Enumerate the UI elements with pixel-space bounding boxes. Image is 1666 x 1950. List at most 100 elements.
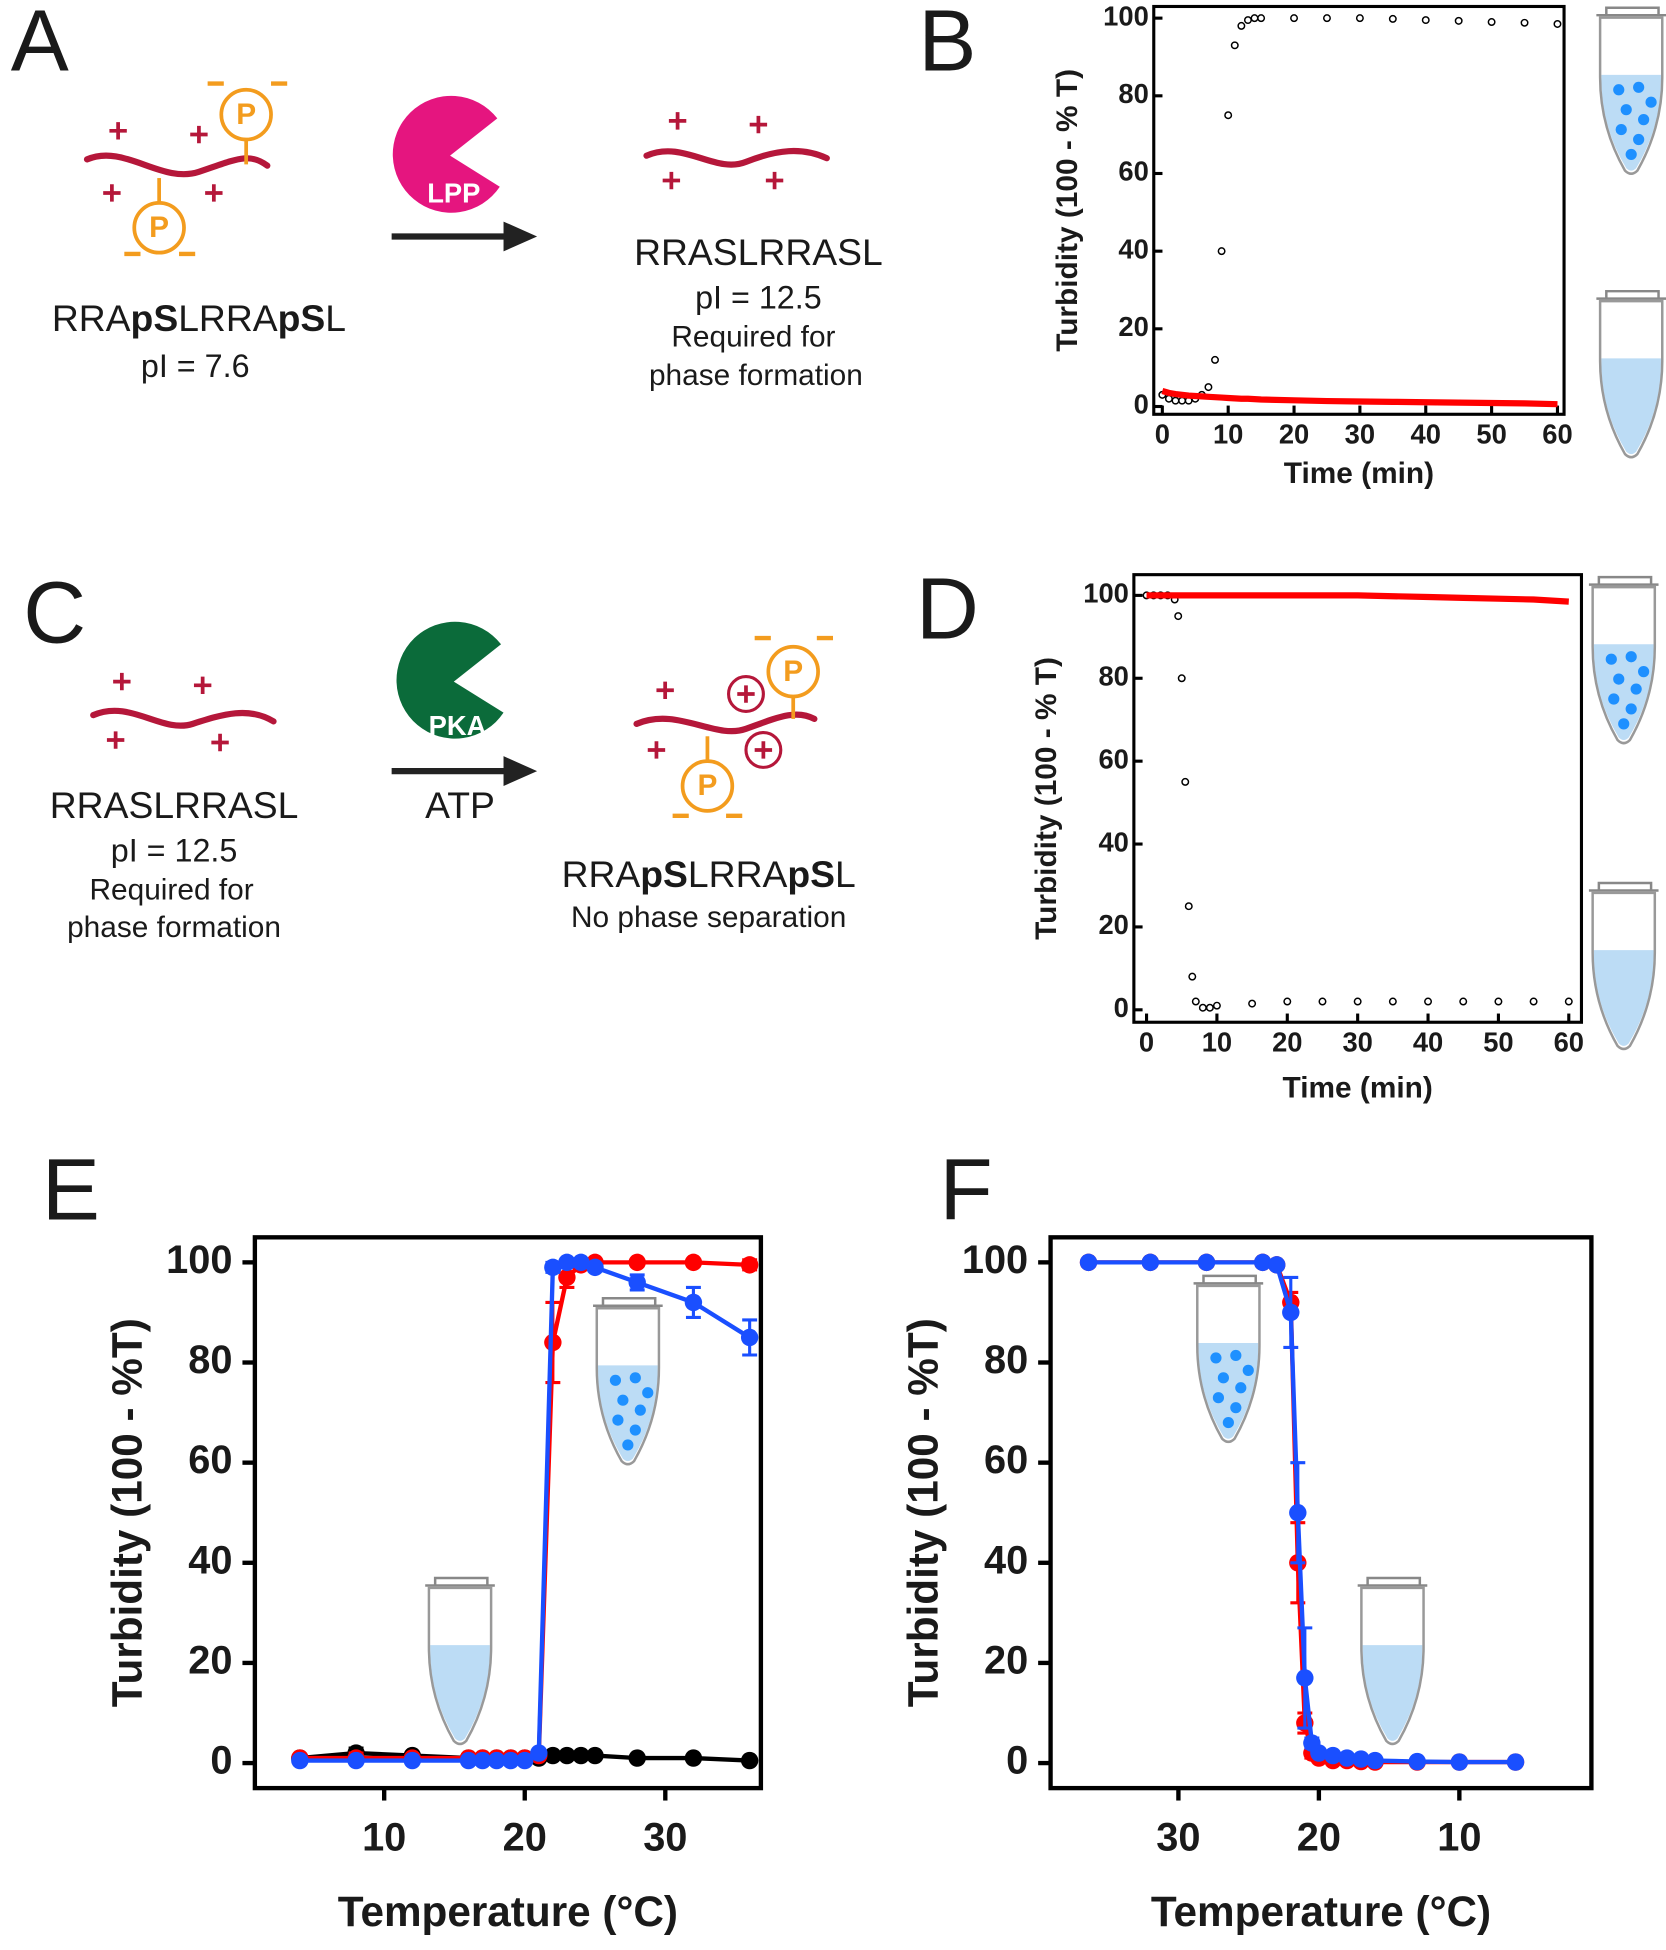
phospho-label: P bbox=[783, 655, 803, 688]
y-tick-label: 40 bbox=[1118, 233, 1148, 264]
series-line bbox=[1146, 592, 1569, 605]
data-point bbox=[1224, 111, 1233, 120]
x-tick-label: 20 bbox=[1297, 1815, 1341, 1859]
x-tick-label: 50 bbox=[1483, 1026, 1513, 1057]
data-point bbox=[1217, 247, 1226, 256]
data-point bbox=[459, 1751, 478, 1770]
y-tick-label: 0 bbox=[210, 1739, 232, 1783]
y-tick-label: 100 bbox=[1083, 578, 1129, 609]
peptide-name: RRASLRRASL bbox=[634, 231, 883, 273]
tube-turbid bbox=[1596, 8, 1666, 174]
data-point bbox=[572, 1253, 590, 1272]
data-point bbox=[740, 1751, 759, 1770]
x-tick-label: 10 bbox=[1202, 1026, 1232, 1057]
y-axis-title: Turbidity (100 - %T) bbox=[899, 1318, 946, 1707]
tube-clear bbox=[423, 1576, 497, 1746]
panel-label: B bbox=[918, 0, 976, 89]
y-tick-label: 60 bbox=[984, 1438, 1028, 1482]
y-tick-label: 20 bbox=[1118, 311, 1148, 342]
enzyme-icon bbox=[396, 621, 504, 739]
data-point bbox=[628, 1749, 646, 1767]
phospho-label: P bbox=[236, 98, 256, 131]
y-tick-label: 100 bbox=[166, 1238, 232, 1282]
x-tick-label: 20 bbox=[503, 1815, 547, 1859]
data-point bbox=[473, 1751, 492, 1770]
data-point bbox=[1079, 1253, 1098, 1272]
peptide bbox=[83, 152, 271, 178]
data-point bbox=[1355, 14, 1364, 23]
y-tick-label: 80 bbox=[984, 1338, 1028, 1382]
data-point bbox=[1243, 16, 1252, 25]
data-point bbox=[1257, 14, 1266, 23]
data-point bbox=[558, 1253, 576, 1272]
x-tick-label: 0 bbox=[1155, 418, 1170, 449]
data-point bbox=[1352, 1750, 1370, 1768]
data-point bbox=[1338, 1749, 1356, 1767]
plot-frame bbox=[1132, 573, 1584, 1024]
y-tick-label: 100 bbox=[1103, 0, 1149, 31]
plot-frame bbox=[252, 1235, 764, 1791]
y-axis-title: Turbidity (100 - % T) bbox=[1030, 657, 1063, 940]
y-tick-label: 80 bbox=[1098, 660, 1128, 691]
peptide-name: RRASLRRASL bbox=[50, 784, 299, 826]
data-point bbox=[1211, 355, 1219, 364]
data-point bbox=[1494, 997, 1503, 1006]
y-tick-label: 40 bbox=[1098, 826, 1128, 857]
cofactor: ATP bbox=[425, 784, 495, 826]
pi-label: pI = 12.5 bbox=[695, 279, 822, 315]
data-point bbox=[740, 1256, 759, 1274]
data-point bbox=[558, 1746, 576, 1765]
data-point bbox=[1197, 1253, 1216, 1272]
scheme-a: P P RRApSLRRApSL pI = 7.6 LPP RRASLRRASL… bbox=[52, 81, 883, 392]
y-tick-label: 0 bbox=[1006, 1739, 1028, 1783]
plot-frame bbox=[1048, 1235, 1594, 1791]
pi-label: pI = 12.5 bbox=[111, 833, 238, 869]
data-point bbox=[1191, 997, 1200, 1006]
plot-frame bbox=[1152, 4, 1566, 416]
data-point bbox=[628, 1253, 646, 1272]
y-axis-title: Turbidity (100 - % T) bbox=[1051, 69, 1084, 352]
charges bbox=[103, 81, 288, 257]
x-tick-label: 30 bbox=[643, 1815, 687, 1859]
x-tick-label: 20 bbox=[1272, 1026, 1302, 1057]
y-tick-label: 60 bbox=[1118, 156, 1148, 187]
tube-turbid bbox=[1589, 577, 1659, 743]
enzyme-label: PKA bbox=[429, 710, 487, 741]
data-point bbox=[1289, 1504, 1307, 1522]
phospho-label: P bbox=[149, 211, 169, 244]
data-point bbox=[1230, 41, 1239, 50]
x-tick-label: 20 bbox=[1279, 418, 1309, 449]
y-tick-label: 20 bbox=[1098, 909, 1128, 940]
data-point bbox=[1421, 16, 1430, 25]
data-point bbox=[1450, 1753, 1469, 1771]
data-point bbox=[1204, 383, 1213, 392]
data-point bbox=[558, 1268, 576, 1287]
data-point bbox=[684, 1293, 703, 1312]
data-point bbox=[544, 1746, 562, 1765]
x-tick-label: 60 bbox=[1554, 1026, 1584, 1057]
data-point bbox=[740, 1328, 759, 1347]
data-point bbox=[1188, 972, 1197, 981]
x-tick-label: 40 bbox=[1413, 1026, 1443, 1057]
y-tick-label: 60 bbox=[1098, 743, 1128, 774]
tube-turbid bbox=[593, 1298, 663, 1464]
data-point bbox=[1283, 997, 1292, 1006]
note: Required for bbox=[671, 320, 835, 353]
data-point bbox=[586, 1258, 604, 1277]
data-point bbox=[1564, 997, 1573, 1006]
data-point bbox=[403, 1751, 422, 1770]
y-tick-label: 20 bbox=[188, 1638, 232, 1682]
data-point bbox=[1388, 997, 1397, 1006]
x-axis-title: Temperature (°C) bbox=[338, 1888, 678, 1935]
note: Required for bbox=[89, 874, 253, 907]
data-point bbox=[572, 1746, 590, 1765]
x-axis-title: Temperature (°C) bbox=[1151, 1888, 1491, 1935]
tube-turbid bbox=[1194, 1276, 1264, 1442]
data-point bbox=[1250, 14, 1259, 23]
series-line bbox=[299, 1260, 750, 1761]
y-tick-label: 0 bbox=[1134, 389, 1149, 420]
pi-label: pI = 7.6 bbox=[141, 348, 250, 384]
data-point bbox=[544, 1258, 562, 1277]
tube-clear bbox=[1595, 289, 1666, 459]
peptide-name: RRApSLRRApSL bbox=[52, 297, 346, 339]
